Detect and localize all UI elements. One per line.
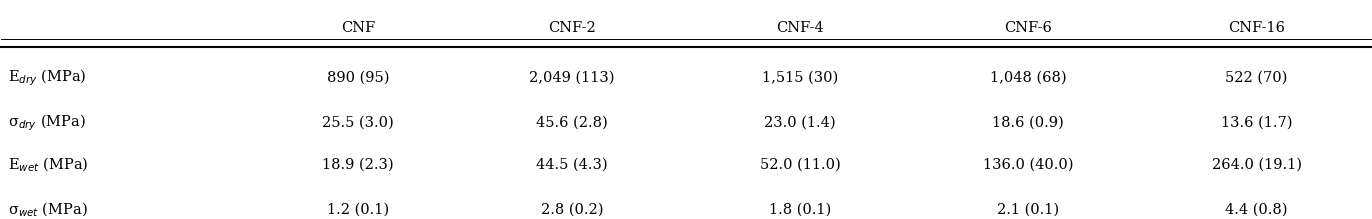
- Text: 2.8 (0.2): 2.8 (0.2): [541, 202, 604, 216]
- Text: σ$_{wet}$ (MPa): σ$_{wet}$ (MPa): [8, 200, 88, 219]
- Text: 4.4 (0.8): 4.4 (0.8): [1225, 202, 1288, 216]
- Text: CNF-16: CNF-16: [1228, 21, 1286, 35]
- Text: CNF: CNF: [340, 21, 375, 35]
- Text: CNF-6: CNF-6: [1004, 21, 1052, 35]
- Text: 52.0 (11.0): 52.0 (11.0): [760, 158, 841, 172]
- Text: 13.6 (1.7): 13.6 (1.7): [1221, 116, 1292, 130]
- Text: 45.6 (2.8): 45.6 (2.8): [536, 116, 608, 130]
- Text: 264.0 (19.1): 264.0 (19.1): [1211, 158, 1302, 172]
- Text: 2,049 (113): 2,049 (113): [530, 71, 615, 85]
- Text: 522 (70): 522 (70): [1225, 71, 1288, 85]
- Text: E$_{wet}$ (MPa): E$_{wet}$ (MPa): [8, 156, 89, 174]
- Text: 1,515 (30): 1,515 (30): [761, 71, 838, 85]
- Text: CNF-4: CNF-4: [777, 21, 825, 35]
- Text: σ$_{dry}$ (MPa): σ$_{dry}$ (MPa): [8, 112, 86, 133]
- Text: 1.2 (0.1): 1.2 (0.1): [327, 202, 390, 216]
- Text: 1,048 (68): 1,048 (68): [991, 71, 1066, 85]
- Text: 23.0 (1.4): 23.0 (1.4): [764, 116, 836, 130]
- Text: E$_{dry}$ (MPa): E$_{dry}$ (MPa): [8, 68, 86, 88]
- Text: 1.8 (0.1): 1.8 (0.1): [768, 202, 831, 216]
- Text: 44.5 (4.3): 44.5 (4.3): [536, 158, 608, 172]
- Text: 2.1 (0.1): 2.1 (0.1): [997, 202, 1059, 216]
- Text: 18.9 (2.3): 18.9 (2.3): [322, 158, 394, 172]
- Text: 890 (95): 890 (95): [327, 71, 390, 85]
- Text: 136.0 (40.0): 136.0 (40.0): [984, 158, 1073, 172]
- Text: CNF-2: CNF-2: [547, 21, 595, 35]
- Text: 25.5 (3.0): 25.5 (3.0): [322, 116, 394, 130]
- Text: 18.6 (0.9): 18.6 (0.9): [992, 116, 1065, 130]
